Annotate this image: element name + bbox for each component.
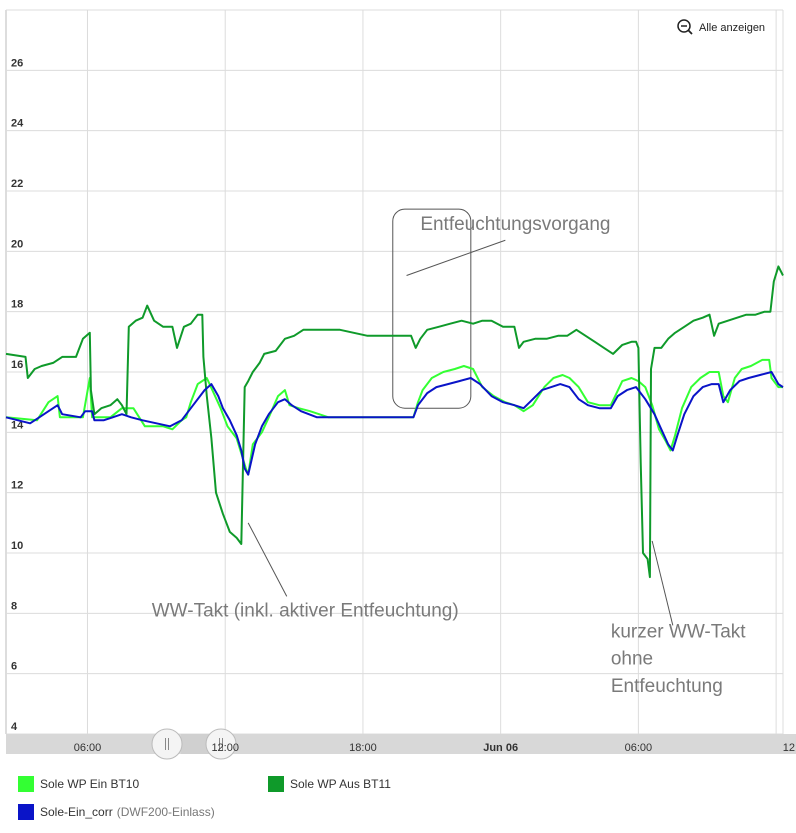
annotation-text: Entfeuchtung <box>611 676 723 697</box>
navigator-handle-right[interactable] <box>205 728 237 760</box>
series-line-2[interactable] <box>5 371 784 476</box>
y-tick-label: 24 <box>11 118 24 130</box>
x-tick-label: 12:00 <box>211 742 239 754</box>
series-line-1[interactable] <box>5 265 784 579</box>
legend-label: Sole WP Aus BT11 <box>290 777 391 791</box>
series-line-0[interactable] <box>5 358 783 476</box>
x-tick-label: 18:00 <box>349 742 377 754</box>
y-tick-label: 10 <box>11 540 23 552</box>
annotation-text: WW-Takt (inkl. aktiver Entfeuchtung) <box>152 600 459 621</box>
annotation-text: Entfeuchtungsvorgang <box>420 214 610 235</box>
y-tick-label: 26 <box>11 57 23 69</box>
legend-swatch <box>268 776 284 792</box>
legend-sublabel: (DWF200-Einlass) <box>116 805 215 819</box>
x-tick-label: 12 <box>783 742 795 754</box>
annotation-pointer <box>651 540 674 626</box>
legend-item-corr[interactable]: Sole-Ein_corr (DWF200-Einlass) <box>18 804 215 820</box>
legend: Sole WP Ein BT10 Sole WP Aus BT11 Sole-E… <box>0 768 796 833</box>
legend-swatch <box>18 776 34 792</box>
y-tick-label: 8 <box>11 600 17 612</box>
chart-area: 4 6 8 10 12 14 16 18 20 22 24 26 Entfeuchtungsvorga… <box>5 9 796 760</box>
highlight-box <box>392 208 472 409</box>
reset-zoom-button[interactable]: Alle anzeigen <box>677 19 765 35</box>
y-tick-label: 12 <box>11 480 23 492</box>
navigator-handle-left[interactable] <box>151 728 183 760</box>
y-tick-label: 14 <box>11 419 24 431</box>
x-axis-ticks: 06:00 12:00 18:00 Jun 06 06:00 12 <box>74 742 795 754</box>
annotations: Entfeuchtungsvorgang WW-Takt (inkl. aktiv… <box>152 214 747 697</box>
annotation-pointer <box>406 239 506 276</box>
legend-item-bt11[interactable]: Sole WP Aus BT11 <box>268 776 391 792</box>
grid <box>5 9 784 735</box>
zoom-out-icon[interactable] <box>677 19 691 33</box>
legend-label: Sole WP Ein BT10 <box>40 777 140 791</box>
x-tick-label: 06:00 <box>625 742 653 754</box>
annotation-text: kurzer WW-Takt <box>611 621 746 642</box>
legend-swatch <box>18 804 34 820</box>
y-axis-ticks: 4 6 8 10 12 14 16 18 20 22 24 26 <box>11 57 24 733</box>
y-tick-label: 18 <box>11 299 23 311</box>
y-tick-label: 20 <box>11 238 23 250</box>
series-layer <box>5 265 784 579</box>
x-tick-label: Jun 06 <box>483 742 518 754</box>
annotation-text: ohne <box>611 649 653 670</box>
navigator-bar[interactable] <box>6 728 796 760</box>
highlight-box-layer <box>392 208 472 409</box>
reset-zoom-label[interactable]: Alle anzeigen <box>699 22 765 34</box>
legend-label: Sole-Ein_corr <box>40 805 113 819</box>
y-tick-label: 4 <box>11 721 18 733</box>
y-tick-label: 6 <box>11 661 17 673</box>
legend-item-bt10[interactable]: Sole WP Ein BT10 <box>18 776 139 792</box>
annotation-pointer <box>247 522 288 597</box>
x-tick-label: 06:00 <box>74 742 102 754</box>
y-tick-label: 22 <box>11 178 23 190</box>
y-tick-label: 16 <box>11 359 23 371</box>
navigator-track[interactable] <box>6 734 796 754</box>
